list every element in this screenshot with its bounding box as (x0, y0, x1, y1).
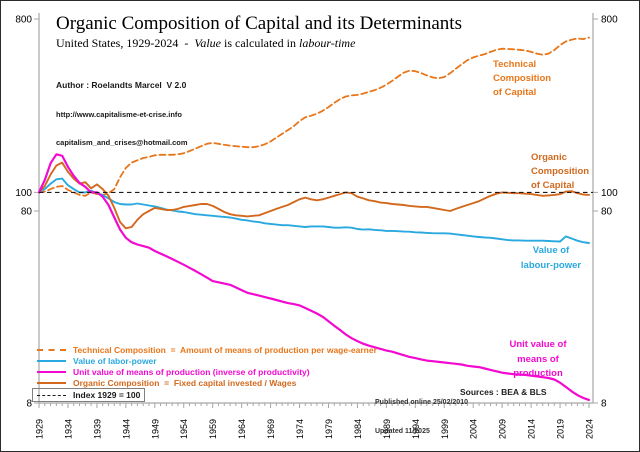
legend-swatch-dashed (37, 348, 66, 351)
y-tick-label-left: 800 (15, 15, 32, 26)
label-unit-value: Unit value of means of production (497, 338, 579, 382)
subtitle-mid: is calculated in (221, 36, 299, 50)
x-tick-label: 2004 (469, 419, 479, 439)
x-tick-label: 2014 (527, 419, 537, 439)
label-unit-value-line3: production (513, 368, 563, 379)
x-tick-label: 1994 (411, 419, 421, 439)
author-name: Author : Roelandts Marcel V 2.0 (56, 80, 187, 90)
legend-item: Unit value of means of production (inver… (37, 366, 377, 377)
label-technical-line2: Composition (493, 73, 552, 84)
x-tick-label: 1984 (353, 419, 363, 439)
legend-item: Value of labor-power (37, 355, 377, 366)
legend-label: Value of labor-power (73, 355, 157, 366)
subtitle-italic-value: Value (194, 36, 221, 50)
label-organic-composition: Organic Composition of Capital (531, 151, 589, 193)
y-tick-label-right: 100 (601, 188, 618, 199)
label-value-of-labour-power: Value of labour-power (513, 244, 589, 273)
label-technical-line1: Technical (493, 59, 537, 70)
x-tick-label: 2024 (585, 419, 595, 439)
x-tick-label: 1999 (440, 419, 450, 439)
label-technical-line3: of Capital (493, 87, 537, 98)
subtitle-prefix: United States, 1929-2024 - (56, 36, 195, 50)
x-tick-label: 1954 (179, 419, 189, 439)
y-tick-label-right: 80 (601, 207, 613, 218)
label-labour-power-line1: Value of (532, 245, 570, 256)
label-labour-power-line2: labour-power (520, 259, 582, 271)
label-technical-composition: Technical Composition of Capital (493, 58, 551, 100)
x-tick-label: 1959 (208, 419, 218, 439)
legend-label: Technical Composition = Amount of means … (73, 344, 377, 355)
legend-swatch-solid (37, 359, 66, 362)
legend-label: Index 1929 = 100 (73, 390, 141, 400)
x-tick-label: 1964 (237, 419, 247, 439)
x-tick-label: 1989 (382, 419, 392, 439)
x-tick-label: 1929 (35, 419, 45, 439)
subtitle-italic-labour-time: labour-time (298, 36, 356, 50)
author-website: http://www.capitalisme-et-crise.info (56, 109, 182, 119)
author-block: Author : Roelandts Marcel V 2.0 http://w… (56, 62, 188, 167)
series-vlp-line (38, 177, 590, 244)
x-tick-label: 1944 (121, 419, 131, 439)
y-tick-label-right: 800 (601, 15, 618, 26)
chart-subtitle: United States, 1929-2024 - Value is calc… (56, 36, 355, 51)
series-uv-line (37, 153, 591, 401)
x-tick-label: 2019 (556, 419, 566, 439)
legend-swatch-solid (37, 370, 66, 373)
legend: Technical Composition = Amount of means … (32, 344, 377, 402)
series-occ-line (38, 161, 590, 230)
label-unit-value-line1: Unit value of (509, 339, 567, 350)
label-organic-line3: of Capital (531, 180, 575, 191)
x-tick-label: 1974 (295, 419, 305, 439)
legend-item: Technical Composition = Amount of means … (37, 344, 377, 355)
y-tick-label-left: 100 (15, 188, 32, 199)
x-tick-label: 1949 (150, 419, 160, 439)
legend-swatch-solid (37, 381, 66, 384)
x-tick-label: 1934 (63, 419, 73, 439)
y-tick-label-right: 8 (601, 399, 607, 410)
x-tick-label: 1979 (324, 419, 334, 439)
x-tick-label: 1939 (92, 419, 102, 439)
sources-note: Sources : BEA & BLS (460, 387, 547, 397)
legend-swatch-dashed (37, 394, 66, 396)
label-organic-line1: Organic (531, 152, 567, 163)
updated-date: Updated 11/2025 (375, 427, 430, 435)
legend-item: Index 1929 = 100 (32, 388, 146, 402)
y-tick-label-left: 80 (21, 207, 33, 218)
x-tick-label: 2009 (498, 419, 508, 439)
label-organic-line2: Composition (531, 166, 590, 177)
legend-label: Unit value of means of production (inver… (73, 366, 310, 377)
label-unit-value-line2: means of (517, 353, 559, 365)
legend-item: Organic Composition = Fixed capital inve… (37, 377, 377, 388)
legend-label: Organic Composition = Fixed capital inve… (73, 377, 297, 388)
publication-note: Published online 25/02/2010 Updated 11/2… (375, 379, 468, 451)
author-email: capitalism_and_crises@hotmail.com (56, 138, 188, 147)
chart-title: Organic Composition of Capital and its D… (56, 13, 462, 34)
published-date: Published online 25/02/2010 (375, 399, 468, 406)
x-tick-label: 1969 (266, 419, 276, 439)
y-tick-label-left: 8 (26, 399, 32, 410)
series-tcc-line (38, 36, 590, 197)
